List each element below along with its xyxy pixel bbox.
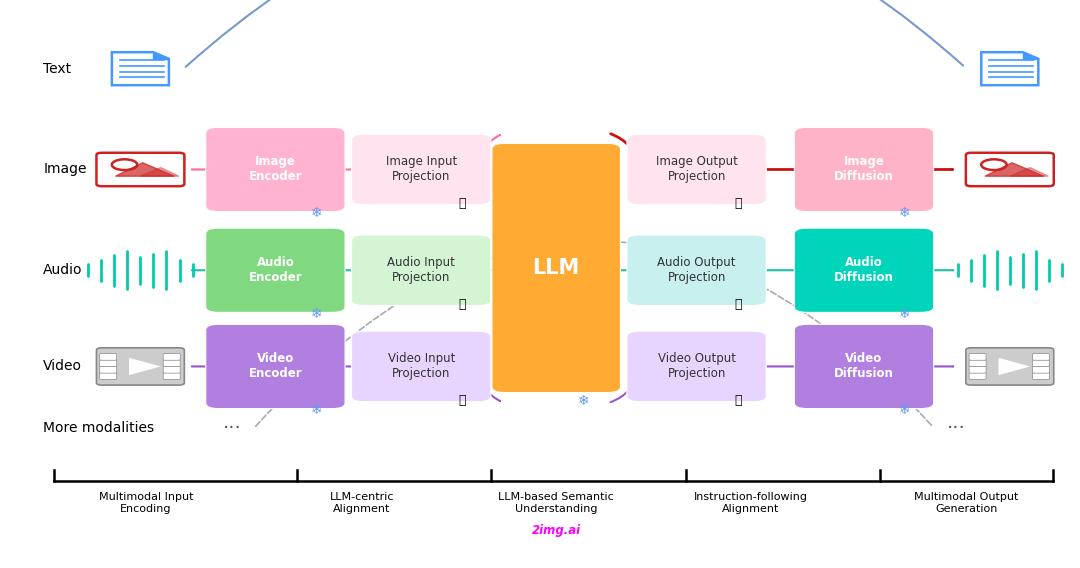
Text: Audio Output
Projection: Audio Output Projection (658, 256, 735, 284)
Text: 2img.ai: 2img.ai (531, 524, 581, 537)
Polygon shape (1023, 52, 1038, 59)
Text: Audio: Audio (43, 263, 83, 277)
Text: More modalities: More modalities (43, 421, 154, 435)
Polygon shape (116, 163, 175, 176)
FancyBboxPatch shape (969, 373, 986, 379)
Polygon shape (140, 168, 179, 176)
Polygon shape (153, 52, 168, 59)
Text: ❄: ❄ (900, 307, 910, 321)
Text: Video Output
Projection: Video Output Projection (658, 353, 735, 381)
FancyBboxPatch shape (1032, 373, 1050, 379)
FancyBboxPatch shape (99, 353, 117, 360)
FancyBboxPatch shape (795, 324, 934, 408)
Text: Audio
Diffusion: Audio Diffusion (834, 256, 894, 284)
FancyBboxPatch shape (1032, 353, 1050, 360)
FancyBboxPatch shape (96, 348, 185, 385)
Text: Image: Image (43, 162, 86, 177)
Text: Video: Video (43, 360, 82, 373)
Text: 🔥: 🔥 (459, 298, 465, 311)
Text: LLM-based Semantic
Understanding: LLM-based Semantic Understanding (498, 492, 615, 514)
FancyBboxPatch shape (99, 373, 117, 379)
Text: 🔥: 🔥 (734, 197, 741, 210)
FancyBboxPatch shape (205, 228, 346, 312)
FancyBboxPatch shape (352, 235, 490, 306)
Text: Image Output
Projection: Image Output Projection (656, 156, 738, 183)
FancyBboxPatch shape (205, 127, 346, 212)
FancyBboxPatch shape (966, 153, 1054, 186)
Polygon shape (130, 358, 161, 375)
FancyBboxPatch shape (163, 373, 180, 379)
Text: 🔥: 🔥 (459, 394, 465, 407)
FancyBboxPatch shape (163, 366, 180, 373)
Text: Video Input
Projection: Video Input Projection (388, 353, 455, 381)
FancyBboxPatch shape (1032, 360, 1050, 366)
FancyBboxPatch shape (96, 153, 185, 186)
Text: Video
Encoder: Video Encoder (248, 353, 302, 381)
FancyArrowPatch shape (478, 369, 500, 401)
Text: Text: Text (43, 62, 71, 76)
FancyArrowPatch shape (610, 371, 638, 402)
FancyBboxPatch shape (627, 235, 767, 306)
Text: ❄: ❄ (311, 403, 322, 417)
FancyBboxPatch shape (163, 353, 180, 360)
FancyBboxPatch shape (966, 348, 1054, 385)
Text: 🔥: 🔥 (459, 197, 465, 210)
Text: Instruction-following
Alignment: Instruction-following Alignment (693, 492, 808, 514)
FancyBboxPatch shape (795, 228, 934, 312)
FancyBboxPatch shape (163, 360, 180, 366)
FancyArrowPatch shape (478, 135, 500, 167)
Polygon shape (985, 163, 1043, 176)
Text: Image Input
Projection: Image Input Projection (386, 156, 457, 183)
FancyBboxPatch shape (969, 353, 986, 360)
Text: ❄: ❄ (578, 394, 589, 408)
Text: ❄: ❄ (311, 206, 322, 220)
Text: ❄: ❄ (900, 206, 910, 220)
Text: LLM: LLM (532, 258, 580, 278)
Text: Audio
Encoder: Audio Encoder (248, 256, 302, 284)
Text: ❄: ❄ (311, 307, 322, 321)
FancyBboxPatch shape (795, 127, 934, 212)
Polygon shape (982, 52, 1038, 85)
FancyBboxPatch shape (99, 360, 117, 366)
Text: ···: ··· (222, 419, 242, 438)
FancyBboxPatch shape (492, 143, 620, 392)
FancyBboxPatch shape (99, 366, 117, 373)
Text: Audio Input
Projection: Audio Input Projection (388, 256, 455, 284)
Text: ···: ··· (946, 419, 966, 438)
Polygon shape (112, 52, 168, 85)
Text: Video
Diffusion: Video Diffusion (834, 353, 894, 381)
FancyBboxPatch shape (627, 134, 767, 204)
FancyBboxPatch shape (1032, 366, 1050, 373)
FancyBboxPatch shape (969, 360, 986, 366)
FancyBboxPatch shape (205, 324, 346, 408)
FancyArrowPatch shape (610, 134, 638, 164)
FancyBboxPatch shape (352, 331, 490, 402)
Text: Multimodal Input
Encoding: Multimodal Input Encoding (98, 492, 193, 514)
Text: LLM-centric
Alignment: LLM-centric Alignment (329, 492, 394, 514)
Text: 🔥: 🔥 (734, 394, 741, 407)
Text: Image
Encoder: Image Encoder (248, 156, 302, 183)
Polygon shape (1010, 168, 1049, 176)
FancyArrowPatch shape (186, 0, 963, 67)
FancyBboxPatch shape (969, 366, 986, 373)
FancyBboxPatch shape (627, 331, 767, 402)
FancyBboxPatch shape (352, 134, 490, 204)
Text: Multimodal Output
Generation: Multimodal Output Generation (915, 492, 1018, 514)
Text: 🔥: 🔥 (734, 298, 741, 311)
Text: Image
Diffusion: Image Diffusion (834, 156, 894, 183)
FancyArrowPatch shape (256, 241, 931, 426)
Text: ❄: ❄ (900, 403, 910, 417)
Polygon shape (999, 358, 1030, 375)
